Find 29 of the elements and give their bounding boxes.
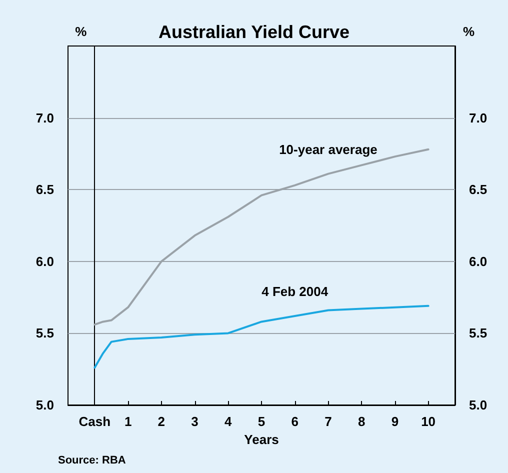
x-tick-label: 6 <box>291 414 298 429</box>
x-axis-title: Years <box>244 432 279 447</box>
x-tick-label: 5 <box>258 414 266 429</box>
series-label: 4 Feb 2004 <box>262 284 329 299</box>
y2-tick-label: 6.5 <box>469 182 488 198</box>
y-axis-title: % <box>75 24 88 39</box>
x-tick-label: 7 <box>324 414 332 429</box>
x-tick-label: 10 <box>421 414 436 429</box>
source-note: Source: RBA <box>58 454 126 466</box>
y2-tick-label: 5.0 <box>469 398 488 412</box>
x-tick-label: 4 <box>224 414 233 429</box>
y2-tick-label: 7.0 <box>469 110 488 126</box>
line-series <box>94 304 430 369</box>
y-tick-label: 7.0 <box>36 110 54 126</box>
y-tick-label: 5.5 <box>36 326 54 341</box>
x-tick-label: 3 <box>191 414 198 429</box>
y-tick-label: 6.5 <box>36 182 54 198</box>
x-tick-label: 9 <box>391 414 399 429</box>
y2-tick-label: 5.5 <box>469 326 488 341</box>
y2-tick-label: 6.0 <box>469 254 488 269</box>
x-tick-label: 8 <box>358 414 366 429</box>
y-tick-label: 5.0 <box>36 398 54 412</box>
chart-title: Australian Yield Curve <box>158 22 350 42</box>
y-tick-label: 6.0 <box>36 254 54 269</box>
series-label: 10-year average <box>279 142 378 157</box>
y2-axis-title: % <box>463 24 475 39</box>
x-tick-label: 1 <box>124 414 132 429</box>
x-tick-label: Cash <box>78 414 111 429</box>
x-tick-label: 2 <box>158 414 166 429</box>
